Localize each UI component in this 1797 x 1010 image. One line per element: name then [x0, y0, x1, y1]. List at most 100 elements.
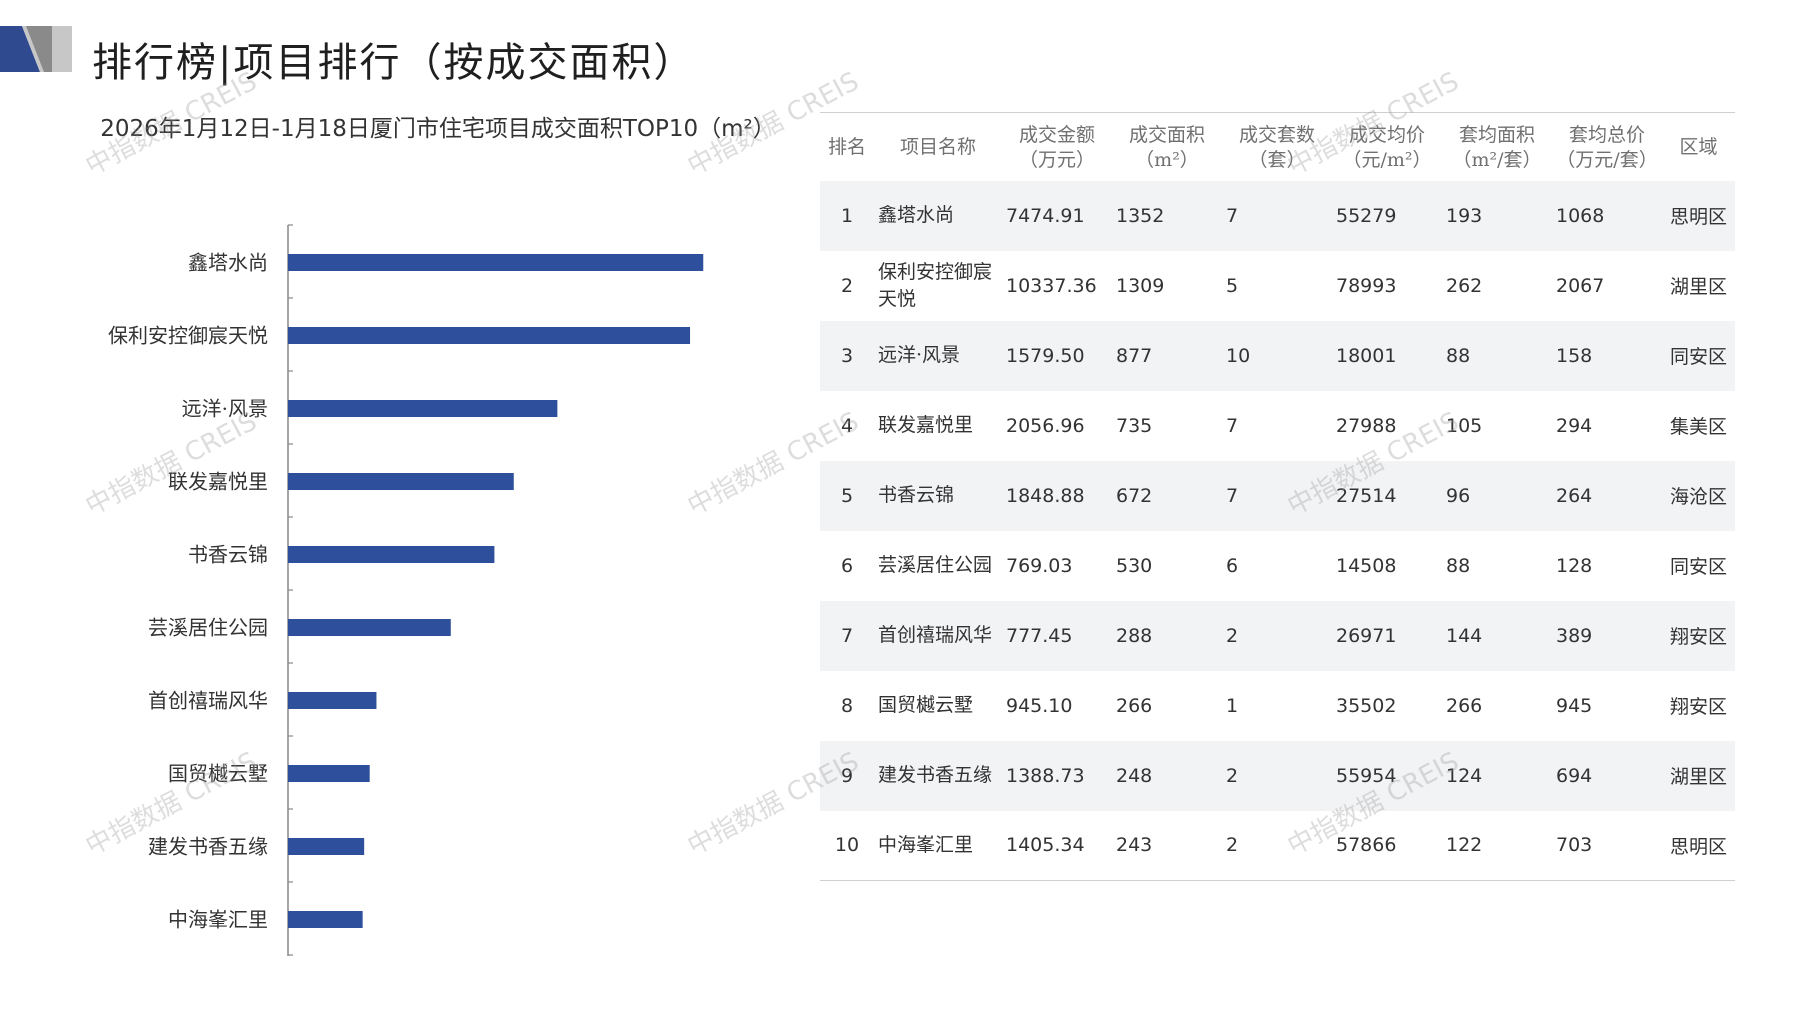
table-cell: 翔安区 — [1669, 696, 1727, 718]
table-cell: 湖里区 — [1669, 766, 1727, 788]
table-header-cell: 套均面积 （m²/套） — [1442, 112, 1552, 181]
table-cell: 105 — [1446, 414, 1483, 437]
table-cell: 88 — [1446, 344, 1471, 367]
table-cell: 672 — [1116, 484, 1153, 507]
table-row: 2 保利安控御宸天悦 10337.36 1309 5 78993 262 2067 湖里区 — [820, 251, 1735, 321]
table-header-cell: 成交套数 （套） — [1222, 112, 1332, 181]
bar — [288, 765, 370, 782]
bar — [288, 546, 495, 563]
table-header-text: （m²） — [1135, 148, 1199, 171]
table-header-row: 排名 项目名称 成交金额 （万元） 成交面积 （m²） 成交套数 （套） 成交均价 （元/m²）套… — [820, 112, 1735, 181]
table-cell: 55954 — [1336, 764, 1397, 787]
table-cell: 海沧区 — [1669, 486, 1727, 508]
table-header-text: （m²/套） — [1452, 148, 1542, 171]
table-cell: 1388.73 — [1006, 764, 1085, 787]
table-header-text: 套均面积 — [1458, 123, 1535, 146]
table-row: 3 远洋·风景 1579.50 877 10 18001 88 158 同安区 — [820, 320, 1735, 391]
bar — [288, 911, 363, 928]
table-cell: 158 — [1556, 344, 1593, 367]
table-cell: 8 — [840, 694, 854, 717]
table-cell: 1848.88 — [1006, 484, 1085, 507]
table-cell: 122 — [1446, 834, 1483, 857]
table-cell: 鑫塔水尚 — [878, 204, 955, 226]
table-cell: 703 — [1556, 834, 1593, 857]
table-cell: 7 — [840, 624, 854, 647]
table-cell: 55279 — [1336, 204, 1397, 227]
table-cell: 1579.50 — [1006, 344, 1085, 367]
table-header-text: 成交金额 — [1018, 123, 1095, 146]
table-cell: 1 — [840, 204, 854, 227]
table-header-cell: 套均总价 （万元/套） — [1552, 112, 1662, 181]
table-cell: 1 — [1226, 694, 1239, 717]
table-cell: 96 — [1446, 484, 1471, 507]
table-header-cell: 成交均价 （元/m²） — [1332, 112, 1442, 181]
table-cell: 27988 — [1336, 414, 1397, 437]
table-cell: 4 — [840, 414, 854, 437]
table-header-cell: 项目名称 — [874, 112, 1002, 181]
table-header-cell: 排名 — [820, 112, 874, 181]
table-header-text: （套） — [1248, 148, 1306, 171]
table-cell: 思明区 — [1669, 206, 1727, 228]
table-cell: 264 — [1556, 484, 1593, 507]
table-header-text: （元/m²） — [1342, 148, 1432, 171]
table-cell: 26971 — [1336, 624, 1397, 647]
bar — [288, 838, 365, 855]
table-cell: 10 — [1226, 344, 1251, 367]
table-row: 9 建发书香五缘 1388.73 248 2 55954 124 694 湖里区 — [820, 740, 1735, 811]
table-cell: 2067 — [1556, 274, 1605, 297]
table-cell: 远洋·风景 — [878, 344, 961, 366]
ranking-table: 排名 项目名称 成交金额 （万元） 成交面积 （m²） 成交套数 （套） 成交均价 （元/m²）套… — [820, 112, 1735, 881]
table-cell: 57866 — [1336, 834, 1397, 857]
table-cell: 128 — [1556, 554, 1593, 577]
table-cell: 777.45 — [1006, 624, 1073, 647]
table-cell: 294 — [1556, 414, 1593, 437]
table-cell: 2 — [1226, 764, 1239, 787]
table-header-text: （万元/套） — [1556, 148, 1658, 171]
table-cell: 集美区 — [1669, 416, 1727, 438]
category-label: 远洋·风景 — [182, 397, 268, 421]
table-cell: 2056.96 — [1006, 414, 1085, 437]
table-row: 7 首创禧瑞风华 777.45 288 2 26971 144 389 翔安区 — [820, 600, 1735, 671]
table-cell: 书香云锦 — [878, 484, 955, 506]
table-cell: 2 — [1226, 624, 1239, 647]
table-cell: 945.10 — [1006, 694, 1073, 717]
table-cell: 10 — [834, 834, 860, 857]
table-cell: 530 — [1116, 554, 1153, 577]
table-cell: 124 — [1446, 764, 1483, 787]
table-cell: 联发嘉悦里 — [878, 414, 974, 436]
table-header-cell: 区域 — [1662, 112, 1735, 181]
table-cell: 10337.36 — [1006, 274, 1097, 297]
table-header-text: 排名 — [827, 136, 866, 159]
category-label: 联发嘉悦里 — [168, 470, 268, 494]
table-cell: 88 — [1446, 554, 1471, 577]
table-cell: 7 — [1226, 414, 1239, 437]
table-header-text: 套均总价 — [1568, 123, 1645, 146]
category-label: 保利安控御宸天悦 — [108, 324, 268, 348]
table-cell: 思明区 — [1669, 835, 1727, 858]
table-cell: 7474.91 — [1006, 204, 1085, 227]
category-label: 建发书香五缘 — [148, 835, 268, 859]
table-cell: 2 — [840, 274, 854, 297]
table-cell: 国贸樾云墅 — [878, 694, 974, 716]
table-cell: 769.03 — [1006, 554, 1073, 577]
table-cell: 1068 — [1556, 204, 1605, 227]
page-header: 排行榜|项目排行（按成交面积） — [0, 20, 1797, 92]
table-cell: 1309 — [1116, 274, 1165, 297]
table-row: 5 书香云锦 1848.88 672 7 27514 96 264 海沧区 — [820, 460, 1735, 531]
table-cell: 6 — [1226, 554, 1239, 577]
table-cell: 243 — [1116, 834, 1153, 857]
table-cell: 78993 — [1336, 274, 1397, 297]
table-cell: 6 — [840, 554, 854, 577]
category-label: 中海峯汇里 — [168, 908, 268, 932]
bar-chart: 鑫塔水尚保利安控御宸天悦远洋·风景联发嘉悦里书香云锦芸溪居住公园首创禧瑞风华国贸… — [108, 224, 704, 956]
table-cell: 193 — [1446, 204, 1483, 227]
table-cell: 7 — [1226, 484, 1239, 507]
category-label: 芸溪居住公园 — [148, 616, 268, 640]
bar — [288, 619, 451, 636]
table-cell: 144 — [1446, 624, 1483, 647]
table-row: 6 芸溪居住公园 769.03 530 6 14508 88 128 同安区 — [820, 531, 1735, 601]
table-cell: 2 — [1226, 834, 1239, 857]
table-cell: 芸溪居住公园 — [878, 554, 993, 576]
bar — [288, 692, 377, 709]
bar — [288, 473, 514, 490]
